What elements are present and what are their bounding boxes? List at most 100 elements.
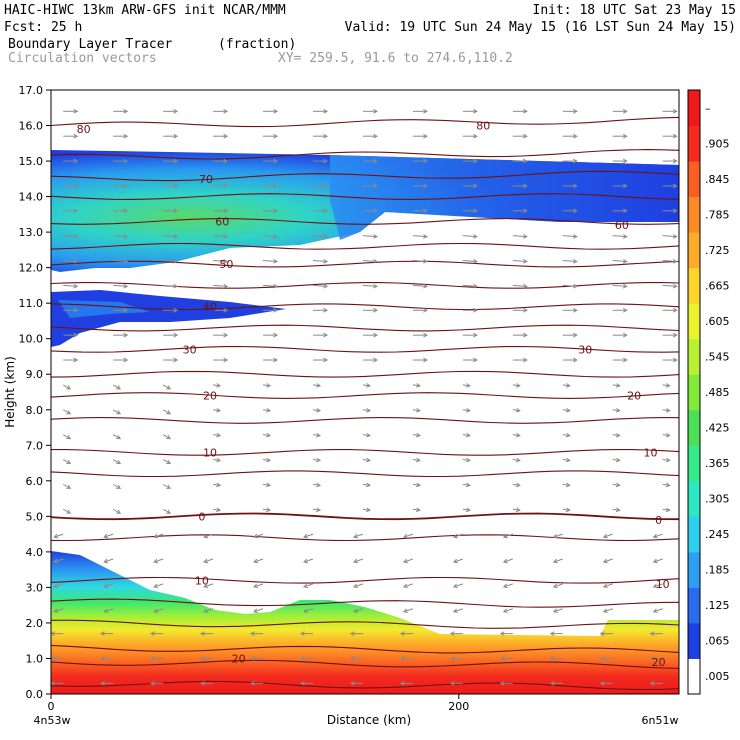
y-tick-label: 15.0 [19,155,44,168]
contour-line [51,576,679,584]
vector-arrowhead [402,558,408,564]
vector-arrowhead [622,108,628,114]
contour-label: 30 [183,343,197,356]
vector-arrowhead [572,258,578,264]
circulation-vector [112,508,121,514]
circulation-vector [503,583,513,588]
colorbar-label: .185 [705,564,730,577]
vector-arrowhead [449,680,455,686]
contour-line [51,116,679,128]
circulation-vector [603,558,613,563]
circulation-vector [62,508,71,514]
contour-line [51,512,679,521]
circulation-vector [412,409,420,412]
contour-line [51,644,679,654]
contour-label: 10 [195,574,209,587]
vector-arrowhead [223,208,229,214]
vector-arrowhead [273,258,279,264]
vector-arrowhead [323,183,329,189]
vector-arrowhead [523,208,528,214]
circulation-vector [113,260,128,263]
vector-arrowhead [316,457,322,463]
vector-arrowhead [573,332,578,338]
y-tick-label: 12.0 [19,262,44,275]
contour-line [51,149,679,160]
vector-arrowhead [250,631,255,636]
vector-arrowhead [672,108,678,114]
contour-label: 20 [203,390,217,403]
vector-arrowhead [253,533,259,539]
y-tick-label: 14.0 [19,191,44,204]
vector-arrowhead [565,482,571,488]
circulation-vector [163,235,178,238]
vector-arrowhead [173,133,179,139]
circulation-vector [312,409,321,412]
circulation-vector [63,284,78,287]
circulation-vector [403,533,414,538]
circulation-vector [462,483,470,486]
circulation-vector [662,434,670,437]
vector-arrowhead [672,234,678,239]
circulation-vector [453,608,464,613]
circulation-vector [412,260,427,263]
contour-line [51,345,679,353]
contour-line [51,324,679,332]
header-init: Init: 18 UTC Sat 23 May 15 [533,3,737,18]
circulation-vector [112,384,121,390]
vector-arrowhead [116,459,122,465]
y-tick-label: 17.0 [19,84,44,97]
vector-field-name: Circulation vectors [8,51,157,66]
vector-arrowhead [502,533,508,539]
circulation-vector [213,483,221,486]
vector-arrowhead [123,158,129,164]
vector-arrowhead [465,457,471,463]
vector-arrowhead [523,357,528,363]
vector-arrowhead [522,283,528,289]
vector-arrowhead [573,158,578,164]
vector-arrowhead [266,482,272,488]
contour-label: 20 [627,390,641,403]
vector-arrowhead [402,583,408,589]
vector-arrowhead [573,133,578,139]
vector-arrowhead [373,158,379,164]
temperature-contours [51,116,679,691]
header-valid: Valid: 19 UTC Sun 24 May 15 (16 LST Sun … [345,20,736,35]
circulation-vector [62,483,71,489]
contour-label: 30 [578,343,592,356]
circulation-vector [462,508,470,511]
circulation-vector [562,508,570,511]
circulation-vector [62,409,71,415]
header-title: HAIC-HIWC 13km ARW-GFS init NCAR/MMM [4,3,286,18]
vector-arrowhead [123,258,129,264]
vector-arrowhead [672,357,678,363]
circulation-vector [253,583,264,588]
vector-arrowhead [352,583,358,589]
vector-arrowhead [415,407,421,413]
vector-arrowhead [449,656,455,661]
vector-arrowhead [672,332,678,338]
vector-arrowhead [116,484,122,489]
vector-arrowhead [672,158,678,164]
vector-arrowhead [153,608,159,613]
vector-arrowhead [266,432,272,438]
colorbar-swatch [688,196,700,233]
vector-arrowhead [523,183,528,189]
vector-arrowhead [323,234,329,239]
y-tick-label: 10.0 [19,333,44,346]
circulation-vector [662,483,670,486]
y-tick-label: 16.0 [19,120,44,133]
vector-arrowhead [66,484,72,489]
vector-arrowhead [73,283,79,289]
vector-arrowhead [150,656,155,661]
circulation-vector [662,508,670,511]
contour-line [51,659,679,669]
circulation-vector [512,459,520,462]
y-tick-label: 5.0 [26,510,44,523]
y-tick-label: 3.0 [26,581,44,594]
vector-arrowhead [423,133,428,139]
vector-arrowhead [223,234,229,239]
circulation-vector [512,384,520,387]
circulation-vector [553,608,563,613]
vector-arrowhead [53,583,59,589]
vector-arrowhead [223,283,229,289]
